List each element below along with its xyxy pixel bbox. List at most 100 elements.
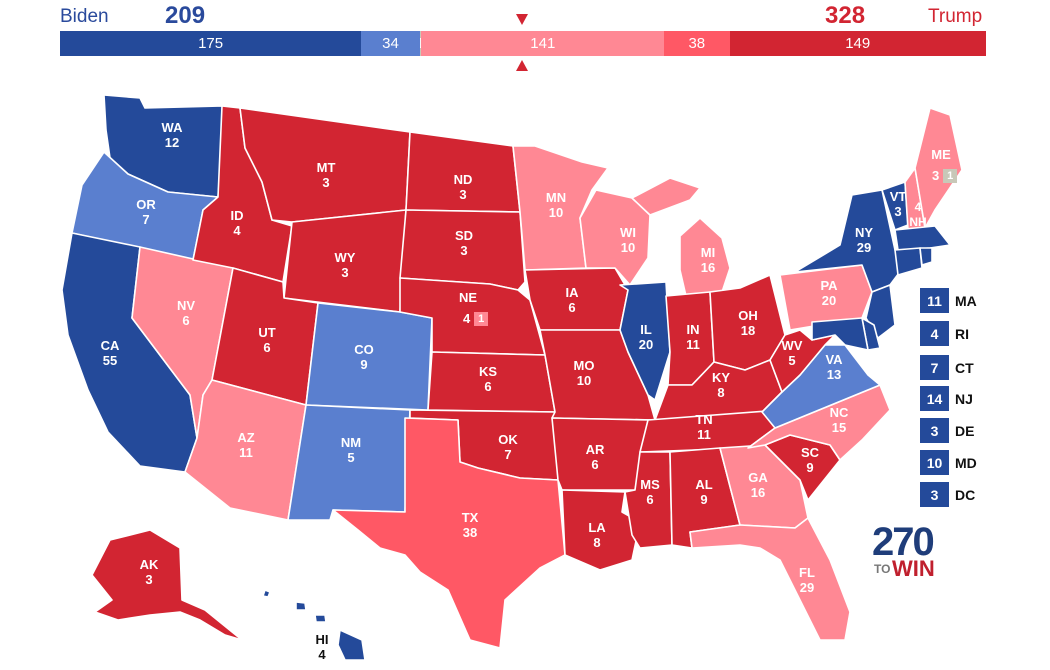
small-state-ct-ev: 7 [920,355,949,380]
label-fl: FL 29 [799,565,815,595]
small-state-ma-abbr: MA [955,292,977,309]
state-md[interactable] [811,317,869,351]
label-wy: WY 3 [334,250,356,280]
small-state-md[interactable]: 10 MD [920,450,977,475]
label-al: AL 9 [695,477,713,507]
biden-total: 209 [165,2,206,29]
state-co[interactable] [305,302,433,411]
label-me-split: 3 1 [932,168,958,183]
small-state-ri-ev: 4 [920,321,949,346]
small-state-nj-ev: 14 [920,386,949,411]
label-ky: KY 8 [711,370,731,400]
small-state-ma[interactable]: 11 MA [920,288,977,313]
label-mo: MO 10 [573,358,595,388]
label-oh: OH 18 [738,308,758,338]
label-tn: TN 11 [695,412,713,442]
bar-segment-safe-dem: 175 [60,31,362,56]
small-state-dc-ev: 3 [920,482,949,507]
logo-win: WIN [892,556,935,581]
270-marker-bottom-icon [516,60,528,71]
label-or: OR 7 [136,197,156,227]
bar-segment-tossup: 1 [419,31,422,56]
state-mi[interactable] [631,177,731,297]
label-nc: NC 15 [829,405,849,435]
label-ca: CA 55 [100,338,120,368]
label-mt: MT 3 [316,160,336,190]
state-wi[interactable] [579,189,651,286]
biden-name: Biden [60,6,109,27]
label-sd: SD 3 [454,228,474,258]
label-il: IL 20 [638,322,654,352]
small-state-md-ev: 10 [920,450,949,475]
label-co: CO 9 [354,342,374,372]
label-ar: AR 6 [585,442,605,472]
small-state-ri[interactable]: 4 RI [920,321,969,346]
small-state-dc[interactable]: 3 DC [920,482,975,507]
small-state-nj[interactable]: 14 NJ [920,386,973,411]
small-state-nj-abbr: NJ [955,390,973,407]
label-mi: MI 16 [700,245,716,275]
label-ms: MS 6 [640,477,660,507]
label-pa: PA 20 [820,278,838,308]
state-nc[interactable] [747,384,891,461]
state-ma[interactable] [894,225,951,251]
state-ak[interactable] [91,529,243,641]
bar-segment-safe-rep: 149 [729,31,986,56]
label-nh: 4 NH [909,200,927,229]
state-mn[interactable] [512,145,609,271]
bar-segment-likely-rep: 38 [664,31,730,56]
label-ks: KS 6 [478,364,498,394]
state-hi[interactable] [262,589,366,661]
small-state-md-abbr: MD [955,454,977,471]
label-id: ID 4 [230,208,244,238]
label-ne-split: 4 1 [463,311,489,326]
label-me: ME [931,147,951,162]
270towin-logo[interactable]: 270 TO WIN [872,520,952,582]
label-va: VA 13 [825,352,843,382]
small-state-de[interactable]: 3 DE [920,418,974,443]
small-state-ma-ev: 11 [920,288,949,313]
me-district-box: 1 [943,168,958,183]
label-sc: SC 9 [800,445,820,475]
label-wv: WV 5 [781,338,803,368]
state-tx[interactable] [332,417,566,649]
small-state-ri-abbr: RI [955,325,969,342]
bar-segment-leans-rep: 141 [421,31,665,56]
label-ny: NY 29 [854,225,874,255]
270-marker-top-icon [516,14,528,25]
label-ak: AK 3 [139,557,159,587]
trump-total: 328 [825,2,866,29]
label-wa: WA 12 [161,120,183,150]
label-az: AZ 11 [237,430,255,460]
label-ne: NE [458,290,478,305]
logo-to: TO [874,562,891,576]
electoral-vote-bar: 175 34 1 141 38 149 [60,31,986,56]
small-state-ct[interactable]: 7 CT [920,355,974,380]
label-ga: GA 16 [748,470,768,500]
label-la: LA 8 [588,520,606,550]
small-state-de-abbr: DE [955,422,975,439]
state-ri[interactable] [919,247,933,266]
label-hi: HI 4 [315,632,329,662]
label-nd: ND 3 [453,172,473,202]
bar-segment-likely-dem: 34 [361,31,420,56]
label-ia: IA 6 [565,285,579,315]
state-ct[interactable] [894,247,923,276]
label-nm: NM 5 [340,435,362,465]
label-mn: MN 10 [545,190,567,220]
label-in: IN 11 [686,322,700,352]
state-ar[interactable] [551,417,649,491]
label-nv: NV 6 [176,298,196,328]
small-state-ct-abbr: CT [955,359,974,376]
label-vt: VT 3 [889,189,907,219]
ne-district-box: 1 [474,311,489,326]
small-state-de-ev: 3 [920,418,949,443]
state-fl[interactable] [689,517,851,641]
label-ok: OK 7 [498,432,518,462]
small-state-dc-abbr: DC [955,486,976,503]
label-tx: TX 38 [461,510,479,540]
label-wi: WI 10 [620,225,636,255]
label-ut: UT 6 [258,325,276,355]
logo-number: 270 [872,520,935,564]
